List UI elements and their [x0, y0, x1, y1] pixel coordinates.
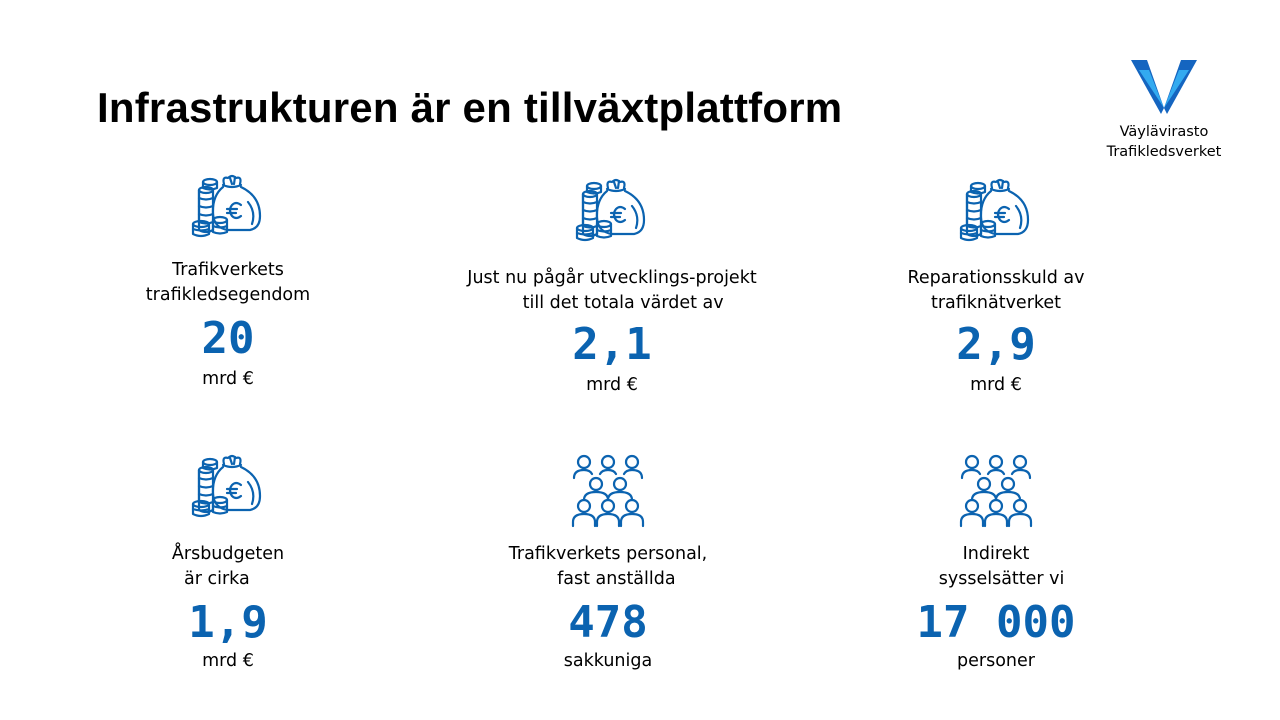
stat-label: Indirekt sysselsätter vi: [938, 544, 1065, 589]
stat-card: Årsbudgeten är cirka 1,9 mrd €: [38, 452, 418, 672]
stat-unit: mrd €: [586, 375, 638, 395]
stat-card: Indirekt sysselsätter vi 17 000 personer: [806, 452, 1186, 672]
stat-value: 20: [201, 313, 255, 364]
stat-unit: sakkuniga: [563, 651, 653, 671]
stat-value: 478: [568, 597, 648, 648]
stat-label: Trafikverkets trafikledsegendom: [145, 260, 311, 305]
vaylavirasto-logo: Väylävirasto Trafikledsverket: [1098, 60, 1230, 162]
people-group-icon: [958, 452, 1034, 528]
money-bag-coins-icon: [190, 172, 266, 242]
money-bag-coins-icon: [958, 176, 1034, 246]
logo-text-swedish: Trafikledsverket: [1106, 144, 1222, 160]
stat-value: 17 000: [916, 597, 1076, 648]
stat-label: Just nu pågår utvecklings-projekt till d…: [467, 268, 757, 313]
stat-card: Trafikverkets personal, fast anställda 4…: [418, 452, 798, 672]
stat-value: 1,9: [188, 597, 268, 648]
stat-value: 2,1: [572, 319, 652, 370]
stat-unit: mrd €: [202, 369, 254, 389]
v-logo-icon: [1131, 60, 1197, 114]
stat-card: Just nu pågår utvecklings-projekt till d…: [422, 176, 802, 396]
stat-label: Trafikverkets personal, fast anställda: [508, 544, 708, 589]
stat-unit: personer: [957, 651, 1035, 671]
money-bag-coins-icon: [190, 452, 266, 522]
stat-card: Trafikverkets trafikledsegendom 20 mrd €: [38, 172, 418, 390]
stat-label: Reparationsskuld av trafiknätverket: [907, 268, 1085, 313]
stat-unit: mrd €: [970, 375, 1022, 395]
page-title: Infrastrukturen är en tillväxtplattform: [97, 84, 843, 131]
stat-card: Reparationsskuld av trafiknätverket 2,9 …: [806, 176, 1186, 396]
logo-text-finnish: Väylävirasto: [1119, 124, 1209, 140]
stat-label: Årsbudgeten är cirka: [171, 544, 285, 589]
money-bag-coins-icon: [574, 176, 650, 246]
people-group-icon: [570, 452, 646, 528]
stat-value: 2,9: [956, 319, 1036, 370]
stat-unit: mrd €: [202, 651, 254, 671]
